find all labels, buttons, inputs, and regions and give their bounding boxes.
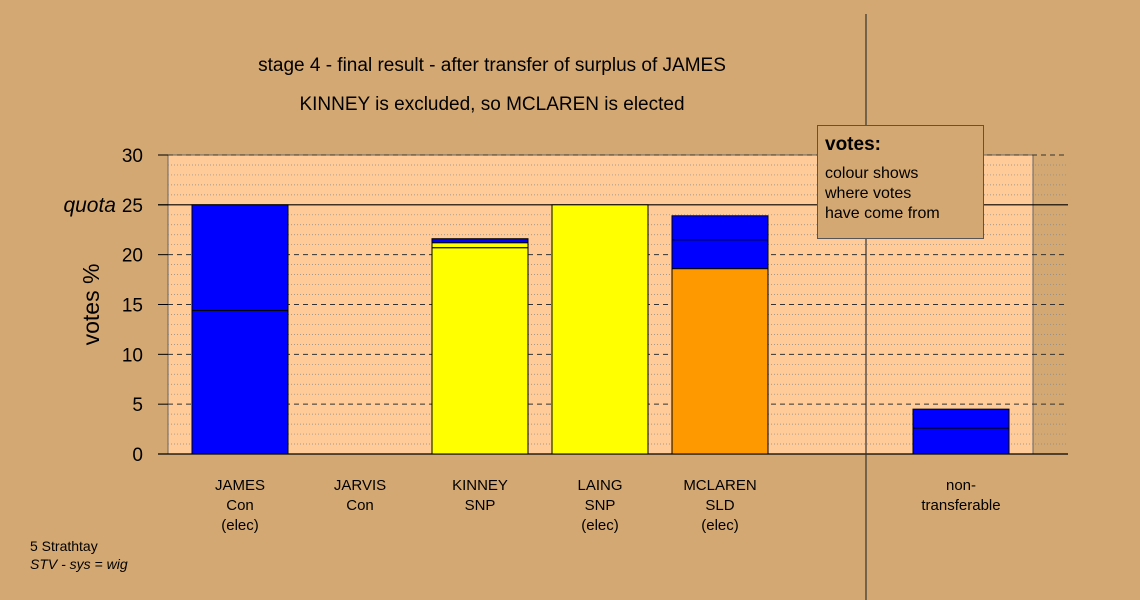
category-label: JAMES (215, 477, 265, 494)
bar-segment-4-2 (671, 215, 769, 241)
bar-segment-5-0 (912, 427, 1010, 455)
category-label: Con (226, 497, 254, 514)
bar-segment-0-0 (191, 309, 289, 455)
legend-line: have come from (825, 205, 940, 222)
y-tick-label: 30 (122, 146, 143, 167)
bar-segment-0-1 (191, 204, 289, 311)
legend-title: votes: (825, 134, 881, 155)
category-label: LAING (577, 477, 622, 494)
chart-title: stage 4 - final result - after transfer … (258, 55, 726, 76)
system-label: STV - sys = wig (30, 556, 128, 572)
legend-line: colour shows (825, 165, 919, 182)
bar-segment-2-2 (431, 238, 529, 244)
category-label: transferable (921, 497, 1000, 514)
category-label: Con (346, 497, 374, 514)
legend-box: votes: colour shows where votes have com… (817, 125, 984, 239)
y-tick-label: 10 (122, 345, 143, 366)
footer: 5 Strathtay STV - sys = wig (30, 537, 128, 573)
legend-line: where votes (825, 185, 912, 202)
category-label: SLD (705, 497, 734, 514)
category-label: non- (946, 477, 976, 494)
bar-segment-5-1 (912, 408, 1010, 429)
bar-segment-4-0 (671, 268, 769, 455)
chart-subtitle: KINNEY is excluded, so MCLAREN is electe… (299, 94, 685, 115)
category-label: KINNEY (452, 477, 508, 494)
category-label: SNP (465, 497, 496, 514)
category-label: MCLAREN (683, 477, 756, 494)
category-label: (elec) (701, 517, 739, 534)
bar-segment-2-0 (431, 247, 529, 455)
y-tick-label: 25 (122, 196, 143, 217)
y-tick-label: 5 (132, 395, 143, 416)
bar-segment-2-1 (431, 242, 529, 249)
category-label: SNP (585, 497, 616, 514)
category-label: (elec) (581, 517, 619, 534)
y-tick-label: 0 (132, 445, 143, 466)
category-label: JARVIS (334, 477, 386, 494)
constituency-label: 5 Strathtay (30, 538, 98, 554)
y-tick-label: 15 (122, 296, 143, 317)
bar-segment-3-0 (551, 204, 649, 455)
y-tick-label: 20 (122, 246, 143, 267)
quota-label: quota (63, 194, 116, 217)
category-label: (elec) (221, 517, 259, 534)
bar-segment-4-1 (671, 239, 769, 270)
y-axis-label: votes % (78, 264, 104, 346)
